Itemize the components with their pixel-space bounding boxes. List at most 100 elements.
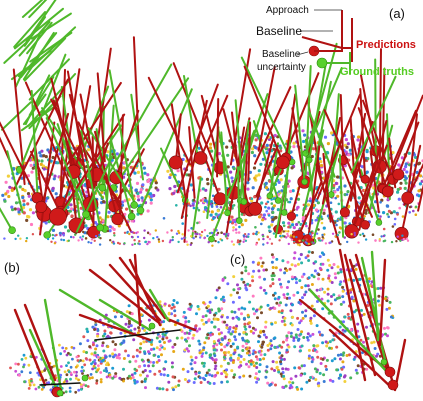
point-cloud-dot (334, 276, 338, 280)
point-cloud-dot (335, 345, 339, 349)
point-cloud-dot (309, 316, 313, 320)
ground-truth-grasp-stick (98, 298, 152, 332)
point-cloud-dot (235, 231, 238, 234)
point-cloud-dot (61, 346, 65, 350)
prediction-grasp-stick (56, 113, 126, 218)
point-cloud-dot (59, 352, 62, 356)
point-cloud-dot (149, 340, 153, 344)
point-cloud-dot (99, 380, 103, 384)
point-cloud-dot (309, 319, 312, 323)
point-cloud-dot (286, 234, 290, 238)
point-cloud-dot (6, 189, 10, 193)
point-cloud-dot (236, 356, 240, 360)
point-cloud-dot (350, 295, 354, 299)
point-cloud-dot (111, 352, 115, 356)
point-cloud-dot (297, 257, 301, 261)
point-cloud-dot (186, 370, 190, 374)
point-cloud-dot (210, 356, 214, 360)
point-cloud-dot (325, 344, 329, 348)
point-cloud-dot (271, 255, 275, 259)
point-cloud-dot (387, 209, 391, 213)
prediction-grasp-stick (13, 308, 47, 387)
ground-truth-grasp-stick (1, 101, 32, 131)
point-cloud-dot (20, 358, 24, 361)
point-cloud-dot (259, 162, 263, 166)
point-cloud-dot (261, 218, 265, 222)
point-cloud-dot (7, 194, 11, 199)
point-cloud-dot (120, 341, 124, 345)
point-cloud-dot (315, 232, 319, 235)
point-cloud-dot (211, 244, 214, 247)
point-cloud-dot (222, 298, 226, 302)
point-cloud-dot (311, 357, 315, 361)
point-cloud-dot (211, 194, 215, 198)
point-cloud-dot (354, 368, 358, 372)
point-cloud-dot (307, 379, 311, 382)
point-cloud-dot (271, 282, 275, 286)
point-cloud-dot (296, 291, 300, 295)
point-cloud-dot (206, 182, 210, 186)
point-cloud-dot (21, 206, 26, 210)
point-cloud-dot (262, 329, 265, 333)
ground-truth-ball (305, 156, 313, 164)
point-cloud-dot (80, 238, 84, 241)
point-cloud-dot (104, 367, 108, 370)
point-cloud-dot (257, 334, 261, 338)
point-cloud-dot (214, 358, 218, 362)
point-cloud-dot (314, 208, 319, 212)
point-cloud-dot (97, 355, 100, 359)
point-cloud-dot (353, 355, 357, 359)
point-cloud-dot (309, 321, 313, 325)
point-cloud-dot (188, 344, 191, 348)
point-cloud-dot (139, 313, 143, 317)
point-cloud-dot (402, 237, 406, 241)
point-cloud-dot (205, 371, 209, 375)
point-cloud-dot (172, 299, 176, 302)
point-cloud-dot (336, 271, 340, 275)
point-cloud-dot (234, 327, 238, 331)
point-cloud-dot (247, 272, 251, 276)
point-cloud-dot (240, 312, 243, 316)
point-cloud-dot (393, 223, 397, 226)
point-cloud-dot (133, 327, 137, 331)
point-cloud-dot (322, 380, 326, 383)
point-cloud-dot (240, 306, 244, 310)
point-cloud-dot (259, 256, 263, 260)
point-cloud-dot (90, 238, 94, 241)
point-cloud-dot (389, 315, 393, 319)
point-cloud-dot (217, 241, 220, 244)
point-cloud-dot (159, 372, 163, 376)
point-cloud-dot (242, 374, 246, 378)
point-cloud-dot (273, 336, 277, 340)
point-cloud-dot (209, 142, 213, 146)
point-cloud-dot (391, 151, 395, 155)
point-cloud-dot (102, 349, 106, 353)
point-cloud-dot (42, 154, 46, 158)
point-cloud-dot (169, 173, 173, 177)
point-cloud-dot (352, 310, 356, 314)
ground-truth-grasp-stick (160, 147, 187, 202)
point-cloud-dot (313, 269, 317, 273)
point-cloud-dot (44, 378, 48, 382)
point-cloud-dot (222, 351, 226, 355)
point-cloud-dot (343, 193, 347, 197)
prediction-grasp-stick (59, 149, 82, 215)
point-cloud-dot (303, 293, 307, 297)
prediction-grasp-stick (24, 81, 73, 190)
point-cloud-dot (186, 243, 189, 246)
point-cloud-dot (111, 376, 115, 380)
point-cloud-dot (239, 360, 243, 364)
point-cloud-dot (108, 225, 112, 229)
prediction-grasp-stick (108, 263, 162, 322)
point-cloud-dot (112, 227, 116, 232)
point-cloud-dot (177, 231, 181, 235)
point-cloud-dot (347, 316, 351, 320)
point-cloud-dot (399, 239, 402, 242)
point-cloud-dot (229, 353, 233, 357)
point-cloud-dot (312, 241, 315, 245)
point-cloud-dot (198, 376, 202, 380)
point-cloud-dot (171, 375, 175, 379)
point-cloud-dot (314, 260, 318, 264)
point-cloud-dot (294, 277, 298, 281)
point-cloud-dot (192, 237, 195, 240)
